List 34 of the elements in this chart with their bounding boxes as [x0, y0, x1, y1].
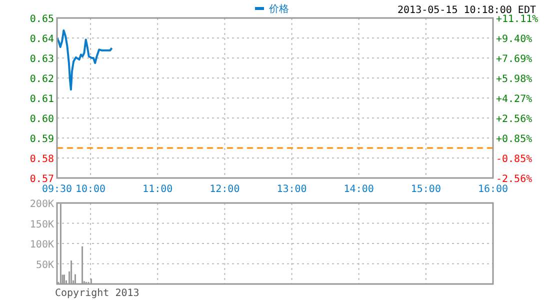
y2-tick-label: +2.56%: [496, 114, 532, 126]
chart-subtitle: 2013-05-15 10:18:00 EDT: [398, 5, 536, 16]
legend-label: 价格: [268, 3, 289, 15]
y2-tick-label: +7.69%: [496, 54, 532, 66]
y-tick-label: 0.65: [30, 14, 54, 25]
y2-tick-label: +0.85%: [496, 134, 532, 146]
y-tick-label: 0.57: [30, 174, 54, 185]
x-tick-label: 09:30: [42, 184, 72, 195]
y-tick-label: 0.61: [30, 94, 54, 105]
y-tick-label: 0.59: [30, 134, 54, 145]
y2-tick-label: -2.56%: [496, 174, 532, 185]
x-tick-label: 15:00: [410, 184, 441, 195]
y2-tick-label: +4.27%: [496, 94, 532, 106]
y2-tick-label: +9.40%: [496, 34, 532, 46]
y-tick-label: 0.64: [30, 34, 54, 45]
y-tick-label: 0.60: [30, 114, 54, 125]
x-tick-label: 16:00: [478, 184, 508, 195]
x-tick-label: 13:00: [276, 184, 307, 195]
y-tick-label: 50K: [36, 260, 54, 271]
x-tick-label: 14:00: [344, 184, 374, 195]
y2-tick-label: +5.98%: [496, 74, 532, 86]
y-tick-label: 200K: [30, 199, 54, 210]
y2-tick-label: +11.11%: [496, 14, 538, 25]
x-tick-label: 12:00: [210, 184, 240, 195]
y2-tick-label: -0.85%: [496, 154, 532, 165]
y-tick-label: 100K: [30, 240, 54, 250]
y-tick-label: 0.63: [30, 54, 54, 65]
text: Copyright 2013: [55, 288, 140, 299]
y-tick-label: 150K: [30, 219, 54, 230]
line-series: [56, 29, 113, 91]
y-tick-label: 0.58: [30, 154, 54, 165]
x-tick-label: 11:00: [142, 184, 173, 195]
x-tick-label: 10:00: [75, 184, 106, 195]
y-tick-label: 0.62: [30, 74, 54, 85]
